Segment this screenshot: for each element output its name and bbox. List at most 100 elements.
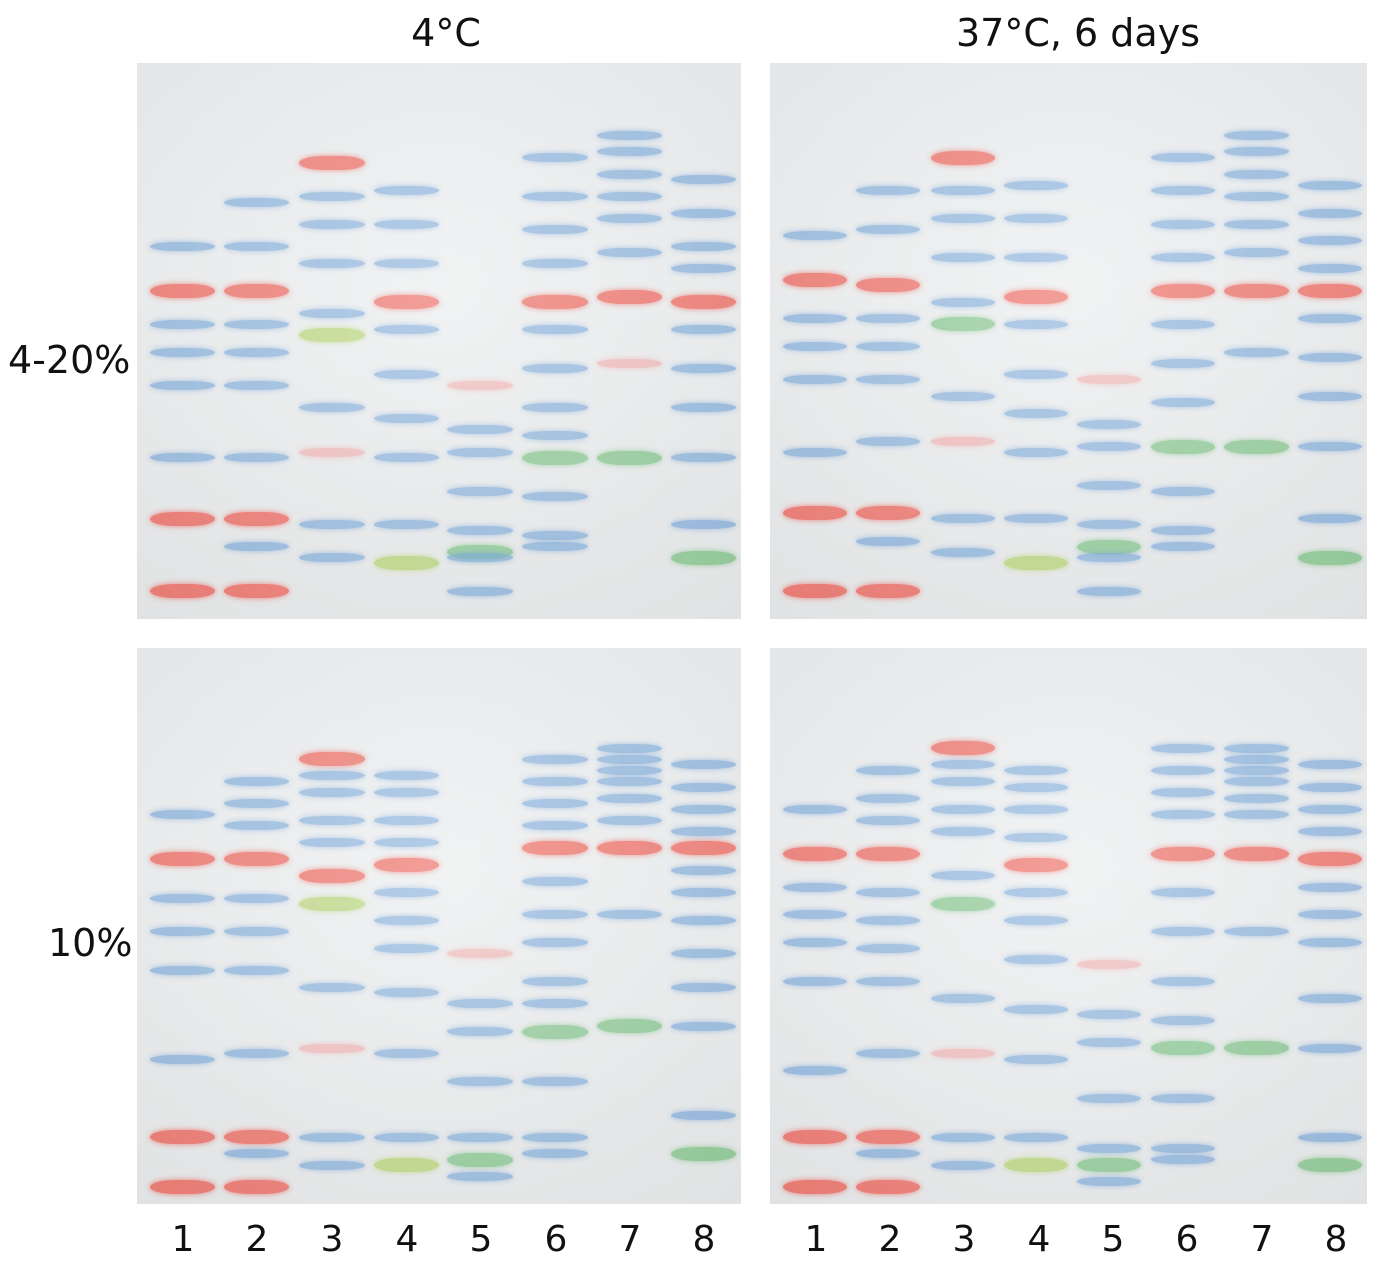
- gel-band: [1224, 810, 1289, 820]
- gel-band: [299, 191, 365, 201]
- gel-band: [149, 1180, 215, 1195]
- gel-band: [149, 380, 215, 390]
- gel-band: [223, 799, 290, 809]
- gel-band: [522, 295, 588, 310]
- gel-band: [522, 910, 588, 920]
- gel-band: [1297, 804, 1363, 814]
- gel-band: [373, 815, 439, 825]
- gel-band: [299, 519, 365, 529]
- gel-band: [373, 258, 439, 268]
- gel-band: [1297, 264, 1363, 274]
- gel-band: [1297, 782, 1363, 792]
- gel-band: [1297, 208, 1363, 218]
- gel-band: [1076, 553, 1142, 563]
- gel-band: [855, 888, 921, 898]
- gel-band: [670, 241, 737, 251]
- gel-band: [1224, 191, 1289, 201]
- gel-band: [670, 175, 737, 185]
- gel-band: [522, 999, 588, 1009]
- gel-band: [670, 325, 737, 335]
- gel-band: [1150, 977, 1216, 987]
- gel-band: [1150, 743, 1216, 753]
- gel-band: [930, 871, 996, 881]
- gel-band: [782, 342, 847, 352]
- gel-band: [149, 1054, 215, 1064]
- lane-number: 1: [804, 1219, 828, 1260]
- gel-band: [670, 453, 737, 463]
- gel-band: [855, 225, 921, 235]
- gel-band: [223, 965, 290, 975]
- gel-band: [1076, 539, 1142, 554]
- gel-10-4c: [137, 648, 741, 1204]
- gel-band: [1004, 214, 1069, 224]
- gel-band: [299, 403, 365, 413]
- gel-band: [855, 278, 921, 293]
- gel-band: [670, 364, 737, 374]
- gel-band: [149, 347, 215, 357]
- gel-band: [1224, 776, 1289, 786]
- gel-band: [855, 846, 921, 861]
- gel-band: [1150, 1155, 1216, 1165]
- gel-band: [447, 447, 513, 457]
- gel-band: [1076, 586, 1142, 596]
- gel-band: [373, 219, 439, 229]
- gel-band: [930, 896, 996, 911]
- gel-band: [596, 910, 662, 920]
- gel-band: [1004, 319, 1069, 329]
- gel-band: [930, 741, 996, 756]
- gel-band: [149, 852, 215, 867]
- gel-band: [299, 1160, 365, 1170]
- col-title-37c: 37°C, 6 days: [956, 11, 1200, 55]
- gel-band: [1224, 147, 1289, 157]
- gel-band: [1150, 358, 1216, 368]
- gel-band: [373, 1158, 439, 1173]
- gel-band: [522, 325, 588, 335]
- gel-band: [373, 369, 439, 379]
- gel-band: [1150, 283, 1216, 298]
- gel-band: [855, 915, 921, 925]
- gel-band: [596, 743, 662, 753]
- gel-band: [149, 1130, 215, 1145]
- gel-band: [1150, 186, 1216, 196]
- gel-band: [1297, 236, 1363, 246]
- gel-band: [299, 447, 365, 457]
- gel-band: [930, 1132, 996, 1142]
- gel-band: [1004, 1132, 1069, 1142]
- lane-number: 3: [952, 1219, 976, 1260]
- lane-number: 6: [1175, 1219, 1199, 1260]
- gel-band: [930, 392, 996, 402]
- gel-band: [1150, 525, 1216, 535]
- gel-band: [1004, 289, 1069, 304]
- gel-band: [1150, 1041, 1216, 1056]
- gel-band: [1297, 760, 1363, 770]
- gel-band: [930, 1160, 996, 1170]
- gel-band: [782, 1130, 847, 1145]
- gel-band: [855, 186, 921, 196]
- gel-band: [1004, 447, 1069, 457]
- gel-band: [670, 826, 737, 836]
- gel-band: [1297, 1043, 1363, 1053]
- gel-band: [373, 325, 439, 335]
- gel-band: [1297, 353, 1363, 363]
- gel-band: [149, 965, 215, 975]
- gel-band: [149, 927, 215, 937]
- gel-band: [670, 1021, 737, 1031]
- gel-band: [373, 857, 439, 872]
- gel-band: [373, 771, 439, 781]
- gel-band: [223, 852, 290, 867]
- gel-band: [1076, 442, 1142, 452]
- gel-band: [596, 776, 662, 786]
- gel-band: [299, 1043, 365, 1053]
- gel-band: [855, 375, 921, 385]
- gel-band: [782, 938, 847, 948]
- gel-band: [1297, 550, 1363, 565]
- gel-band: [223, 1130, 290, 1145]
- gel-band: [930, 760, 996, 770]
- gel-band: [522, 403, 588, 413]
- gel-band: [596, 247, 662, 257]
- gel-band: [1004, 1054, 1069, 1064]
- gel-band: [373, 519, 439, 529]
- gel-band: [299, 838, 365, 848]
- gel-band: [596, 169, 662, 179]
- gel-band: [782, 804, 847, 814]
